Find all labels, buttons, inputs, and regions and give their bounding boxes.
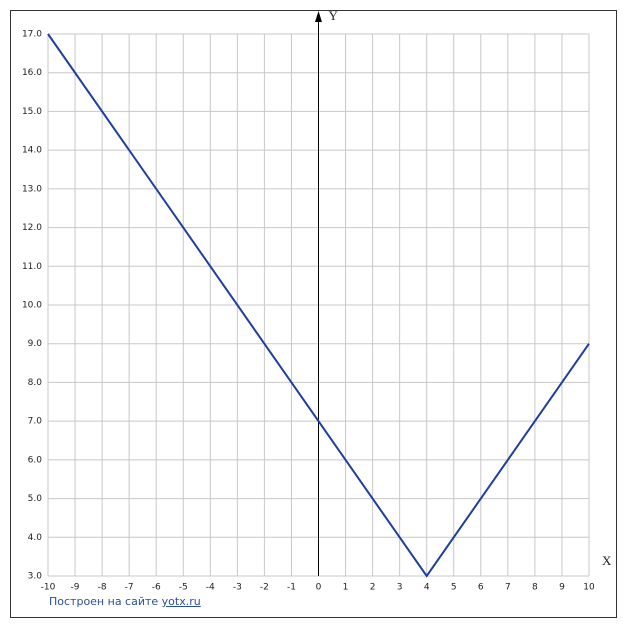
x-tick-label: -10 xyxy=(41,583,56,593)
x-tick-label: 9 xyxy=(559,583,565,593)
x-tick-label: 10 xyxy=(583,583,595,593)
line xyxy=(47,33,590,578)
y-tick-label: 13.0 xyxy=(22,184,42,194)
x-tick-label: -3 xyxy=(233,583,242,593)
y-tick-label: 7.0 xyxy=(28,417,43,427)
x-tick-label: -9 xyxy=(71,583,80,593)
x-tick-label: -2 xyxy=(260,583,269,593)
x-tick-label: -1 xyxy=(287,583,296,593)
y-axis-label: Y xyxy=(329,8,339,23)
y-tick-label: 4.0 xyxy=(28,533,43,543)
y-tick-label: 5.0 xyxy=(28,494,43,504)
x-tick-label: -4 xyxy=(206,583,215,593)
y-tick-label: 6.0 xyxy=(28,455,43,465)
footer-text: Построен на сайте xyxy=(49,595,159,608)
y-tick-label: 3.0 xyxy=(28,572,43,582)
footer: Построен на сайте yotx.ru xyxy=(49,595,201,608)
footer-link[interactable]: yotx.ru xyxy=(161,595,201,608)
x-tick-label: 8 xyxy=(532,583,538,593)
x-tick-label: 5 xyxy=(451,583,457,593)
x-tick-label: 3 xyxy=(397,583,403,593)
x-tick-label: 7 xyxy=(505,583,511,593)
x-tick-label: -8 xyxy=(98,583,107,593)
y-tick-label: 15.0 xyxy=(22,107,42,117)
x-tick-label: 1 xyxy=(343,583,349,593)
y-tick-label: 11.0 xyxy=(22,262,42,272)
y-tick-label: 17.0 xyxy=(22,30,42,40)
x-tick-label: 6 xyxy=(478,583,484,593)
x-tick-label: -7 xyxy=(125,583,134,593)
x-tick-label: 0 xyxy=(316,583,322,593)
y-tick-label: 8.0 xyxy=(28,378,43,388)
y-tick-label: 9.0 xyxy=(28,339,43,349)
y-tick-label: 12.0 xyxy=(22,223,42,233)
x-tick-label: 4 xyxy=(424,583,430,593)
x-tick-label: -6 xyxy=(152,583,161,593)
x-axis-label: X xyxy=(602,553,612,568)
x-tick-label: 2 xyxy=(370,583,376,593)
y-tick-label: 10.0 xyxy=(22,301,42,311)
y-tick-label: 16.0 xyxy=(22,68,42,78)
frame xyxy=(10,10,617,618)
x-tick-label: -5 xyxy=(179,583,188,593)
y-tick-label: 14.0 xyxy=(22,146,42,156)
y-axis-arrow xyxy=(315,11,322,22)
